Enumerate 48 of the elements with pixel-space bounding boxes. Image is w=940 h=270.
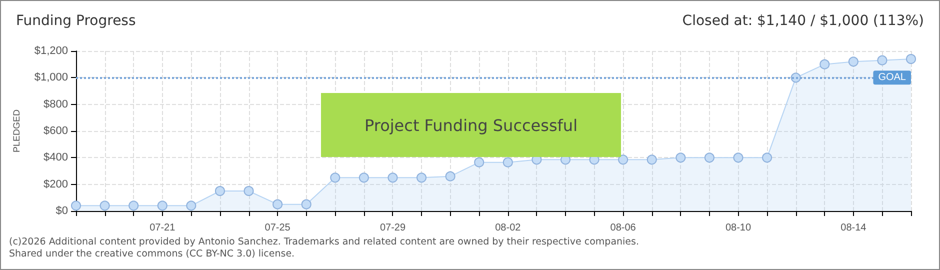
point (445, 171, 456, 182)
point (906, 54, 916, 64)
y-axis-title: PLEDGED (12, 108, 22, 153)
text: Shared under the creative commons (CC BY-NC 3.0) license. (9, 248, 295, 260)
y-tick-label: $1,000 (34, 72, 68, 84)
point (474, 157, 484, 168)
y-tick-label: $400 (44, 152, 68, 164)
y-tick-label: $800 (44, 98, 68, 110)
point (646, 154, 657, 165)
chart-subtitle: Closed at: $1,140 / $1,000 (113%) (682, 13, 924, 29)
x-tick-label: 08-10 (725, 222, 752, 234)
point (848, 56, 858, 67)
ref-line-label: GOAL (878, 72, 906, 84)
y-tick-label: $200 (44, 178, 68, 190)
point (244, 186, 254, 196)
point (272, 199, 283, 210)
point (301, 199, 312, 210)
point (416, 172, 427, 183)
point (186, 200, 196, 211)
point (330, 172, 340, 183)
y-tick-label: $1,200 (34, 45, 68, 57)
x-tick-label: 08-06 (610, 222, 636, 234)
banner-box: Project Funding Successful (321, 93, 621, 157)
point (762, 152, 772, 163)
point (388, 172, 398, 183)
point (128, 200, 139, 211)
point (877, 55, 888, 66)
point (704, 152, 714, 163)
x-tick-label: 08-14 (840, 222, 867, 234)
chart-title: Funding Progress (16, 13, 136, 29)
point (214, 186, 225, 196)
point (820, 59, 830, 70)
point (502, 157, 513, 168)
point (676, 152, 686, 163)
text: (c)2026 Additional content provided by Antonio Sanchez. Trademarks and related content are owned by their respective companies. (9, 236, 640, 248)
x-tick-label: 07-21 (150, 222, 176, 234)
point (100, 200, 110, 211)
point (358, 172, 369, 183)
x-tick-label: 08-02 (495, 222, 522, 234)
x-tick-label: 07-29 (380, 222, 406, 234)
y-tick-label: $600 (44, 125, 68, 137)
point (733, 152, 744, 163)
y-tick-label: $0 (56, 205, 68, 217)
point (618, 154, 628, 165)
point (71, 200, 81, 211)
x-tick-label: 07-25 (264, 222, 291, 234)
point (157, 200, 168, 211)
annotation: Project Funding Successful (364, 116, 578, 134)
